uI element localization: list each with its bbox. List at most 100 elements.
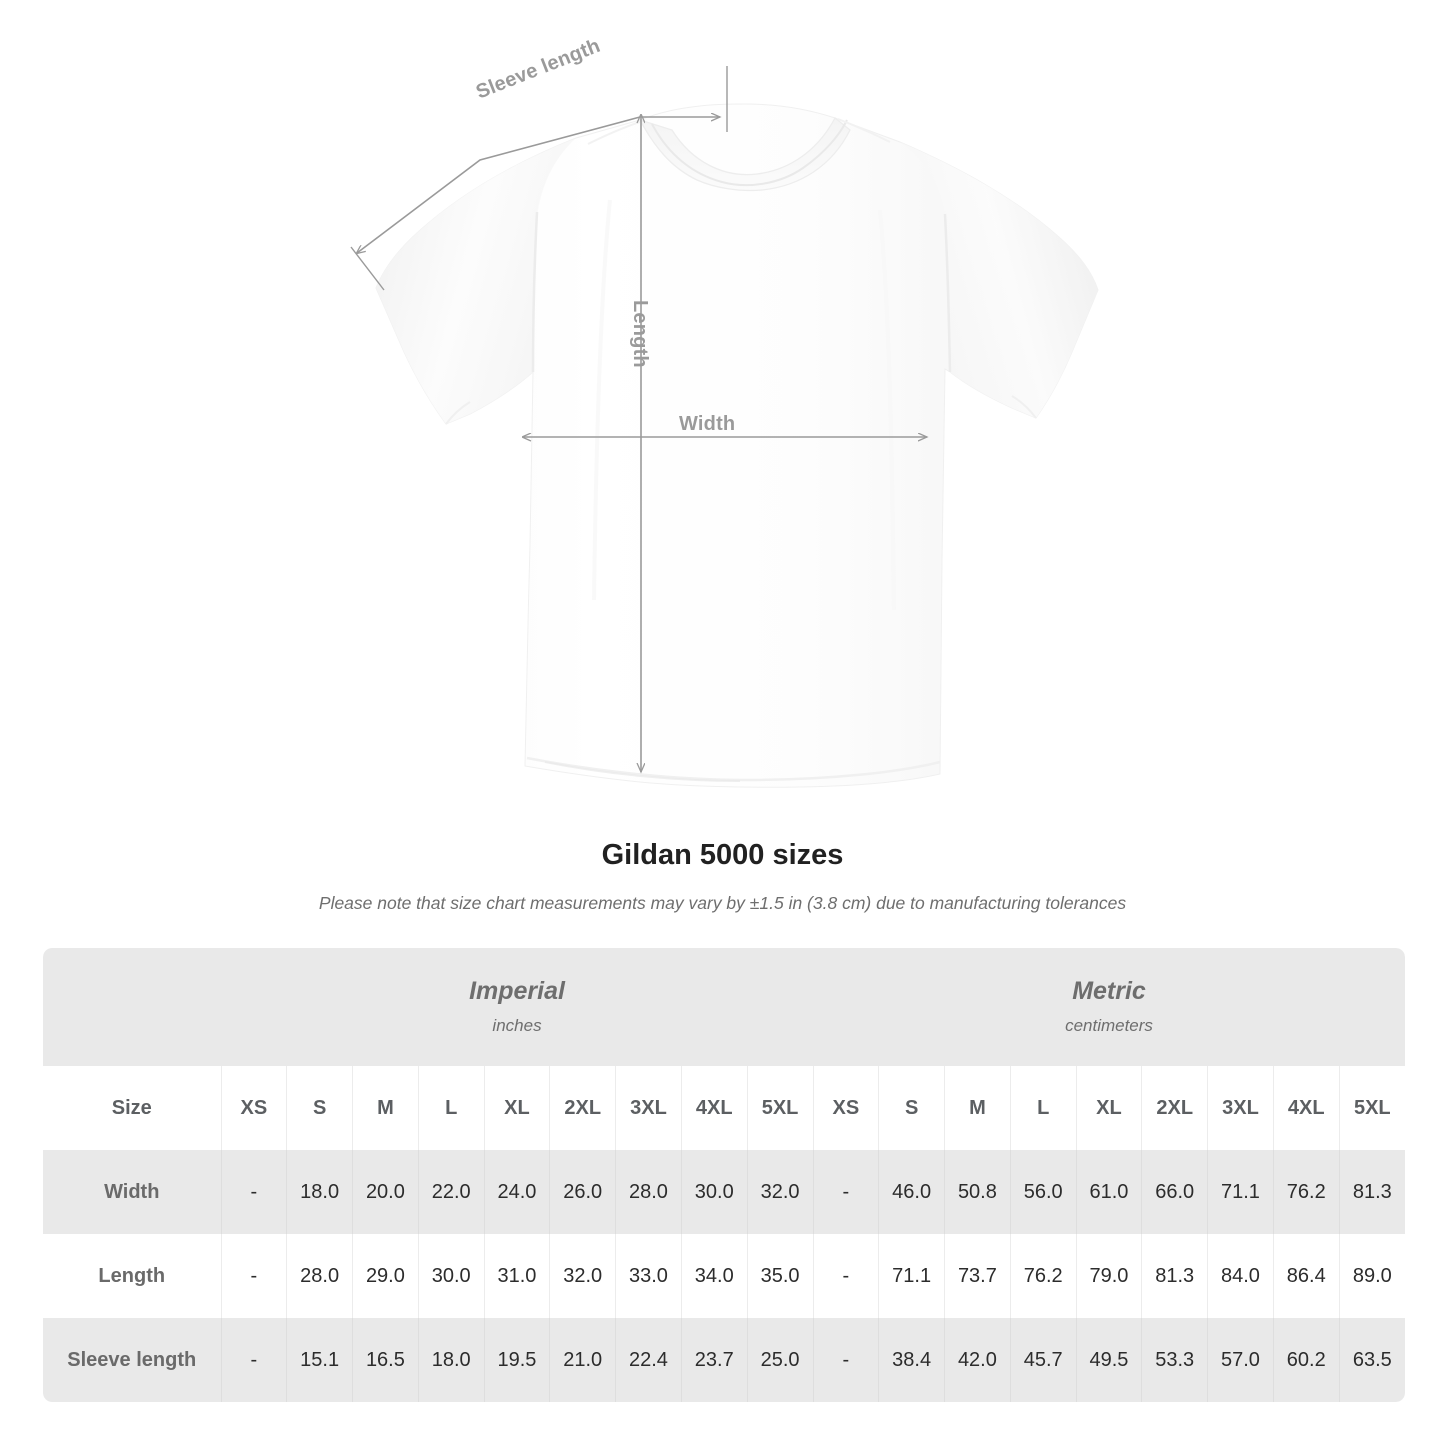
cell-imperial-m: 16.5 <box>352 1318 419 1402</box>
cell-metric-xl: 61.0 <box>1075 1150 1142 1234</box>
cell-imperial-3xl: 33.0 <box>615 1234 682 1318</box>
page-title: Gildan 5000 sizes <box>601 839 844 871</box>
cell-metric-3xl: 57.0 <box>1207 1318 1274 1402</box>
cell-imperial-s: 18.0 <box>286 1150 353 1234</box>
cell-imperial-l: 30.0 <box>417 1234 485 1318</box>
cell-metric-m: 73.7 <box>944 1234 1011 1318</box>
cell-metric-2xl: 81.3 <box>1141 1234 1208 1318</box>
cell-metric-3xl: 71.1 <box>1207 1150 1274 1234</box>
cell-metric-5xl: 63.5 <box>1338 1318 1406 1402</box>
size-header-imperial-s: S <box>286 1066 353 1150</box>
cell-imperial-3xl: 22.4 <box>615 1318 682 1402</box>
size-header-imperial-2xl: 2XL <box>549 1066 616 1150</box>
imperial-unit-label: inches <box>492 1015 542 1035</box>
cell-metric-m: 42.0 <box>944 1318 1011 1402</box>
size-header-imperial-m: M <box>352 1066 419 1150</box>
cell-imperial-xl: 24.0 <box>483 1150 550 1234</box>
imperial-system-label: Imperial <box>469 977 565 1006</box>
size-column-header: Size <box>43 1066 221 1150</box>
cell-imperial-5xl: 35.0 <box>746 1234 813 1318</box>
size-chart-table-wrapper: Imperial inches Metric centimeters Size X… <box>43 948 1406 1402</box>
cell-metric-s: 46.0 <box>878 1150 945 1234</box>
cell-metric-2xl: 66.0 <box>1141 1150 1208 1234</box>
cell-imperial-s: 15.1 <box>286 1318 353 1402</box>
size-header-metric-l: L <box>1009 1066 1077 1150</box>
cell-metric-s: 38.4 <box>878 1318 945 1402</box>
cell-metric-xs: - <box>812 1150 879 1234</box>
cell-imperial-m: 29.0 <box>352 1234 419 1318</box>
cell-imperial-3xl: 28.0 <box>615 1150 682 1234</box>
shirt-shape <box>375 103 1099 788</box>
table-row: Length -28.0 29.0 30.0 31.0 32.0 33.0 34.0 35.0-… <box>43 1234 1406 1318</box>
chart-title-block: Gildan 5000 sizes Please note that size … <box>0 838 1445 915</box>
tshirt-illustration <box>350 66 1099 788</box>
length-dimension-label: Length <box>629 300 651 368</box>
cell-imperial-xs: - <box>220 1318 287 1402</box>
cell-metric-4xl: 60.2 <box>1272 1318 1340 1402</box>
metric-unit-header: Metric centimeters <box>813 948 1406 1066</box>
cell-imperial-5xl: 32.0 <box>746 1150 813 1234</box>
size-header-imperial-l: L <box>417 1066 485 1150</box>
cell-imperial-xs: - <box>220 1234 287 1318</box>
cell-metric-xs: - <box>812 1234 879 1318</box>
size-header-metric-xl: XL <box>1075 1066 1142 1150</box>
cell-metric-m: 50.8 <box>944 1150 1011 1234</box>
size-header-row: Size XS S M L XL 2XL 3XL 4XL 5XL XS S M L XL 2XL 3XL 4XL 5… <box>43 1066 1406 1150</box>
cell-imperial-2xl: 26.0 <box>549 1150 616 1234</box>
metric-unit-label: centimeters <box>1065 1015 1153 1035</box>
cell-metric-5xl: 81.3 <box>1338 1150 1406 1234</box>
cell-metric-3xl: 84.0 <box>1207 1234 1274 1318</box>
imperial-unit-header: Imperial inches <box>221 948 813 1066</box>
cell-metric-5xl: 89.0 <box>1338 1234 1406 1318</box>
size-header-metric-5xl: 5XL <box>1338 1066 1406 1150</box>
size-header-metric-m: M <box>944 1066 1011 1150</box>
cell-imperial-2xl: 21.0 <box>549 1318 616 1402</box>
cell-metric-l: 76.2 <box>1009 1234 1077 1318</box>
cell-imperial-4xl: 23.7 <box>680 1318 748 1402</box>
size-header-metric-3xl: 3XL <box>1207 1066 1274 1150</box>
size-header-imperial-xs: XS <box>220 1066 287 1150</box>
cell-metric-xs: - <box>812 1318 879 1402</box>
size-header-imperial-4xl: 4XL <box>680 1066 748 1150</box>
cell-imperial-s: 28.0 <box>286 1234 353 1318</box>
row-label-sleeve-length: Sleeve length <box>43 1318 221 1402</box>
size-header-imperial-3xl: 3XL <box>615 1066 682 1150</box>
metric-system-label: Metric <box>1072 977 1146 1006</box>
cell-imperial-l: 22.0 <box>417 1150 485 1234</box>
size-header-metric-4xl: 4XL <box>1272 1066 1340 1150</box>
size-chart-table: Imperial inches Metric centimeters Size X… <box>43 948 1406 1402</box>
cell-metric-l: 45.7 <box>1009 1318 1077 1402</box>
table-row: Sleeve length -15.1 16.5 18.0 19.5 21.0 22.4 23… <box>43 1318 1406 1402</box>
size-header-metric-2xl: 2XL <box>1141 1066 1208 1150</box>
cell-metric-4xl: 76.2 <box>1272 1150 1340 1234</box>
row-label-length: Length <box>43 1234 221 1318</box>
unit-system-row: Imperial inches Metric centimeters <box>43 948 1406 1066</box>
cell-metric-s: 71.1 <box>878 1234 945 1318</box>
width-dimension-label: Width <box>679 413 736 435</box>
size-header-imperial-5xl: 5XL <box>746 1066 813 1150</box>
cell-imperial-xs: - <box>220 1150 287 1234</box>
row-label-width: Width <box>43 1150 221 1234</box>
dimension-lines <box>350 66 927 772</box>
sleeve-tick-left <box>350 246 385 291</box>
cell-metric-xl: 49.5 <box>1075 1318 1142 1402</box>
cell-imperial-4xl: 34.0 <box>680 1234 748 1318</box>
table-row: Width -18.0 20.0 22.0 24.0 26.0 28.0 30.0 32.0-4… <box>43 1150 1406 1234</box>
cell-metric-xl: 79.0 <box>1075 1234 1142 1318</box>
size-header-metric-s: S <box>878 1066 945 1150</box>
tolerance-note: Please note that size chart measurements… <box>318 892 1127 913</box>
cell-imperial-4xl: 30.0 <box>680 1150 748 1234</box>
sleeve-length-line <box>357 117 720 253</box>
cell-imperial-l: 18.0 <box>417 1318 485 1402</box>
cell-metric-l: 56.0 <box>1009 1150 1077 1234</box>
cell-metric-4xl: 86.4 <box>1272 1234 1340 1318</box>
unit-band-spacer <box>43 948 221 1066</box>
cell-imperial-xl: 19.5 <box>483 1318 550 1402</box>
size-header-metric-xs: XS <box>812 1066 879 1150</box>
cell-imperial-2xl: 32.0 <box>549 1234 616 1318</box>
tshirt-measurement-diagram: Sleeve length Length Width <box>350 35 1099 788</box>
cell-imperial-xl: 31.0 <box>483 1234 550 1318</box>
cell-metric-2xl: 53.3 <box>1141 1318 1208 1402</box>
size-header-imperial-xl: XL <box>483 1066 550 1150</box>
cell-imperial-5xl: 25.0 <box>746 1318 813 1402</box>
